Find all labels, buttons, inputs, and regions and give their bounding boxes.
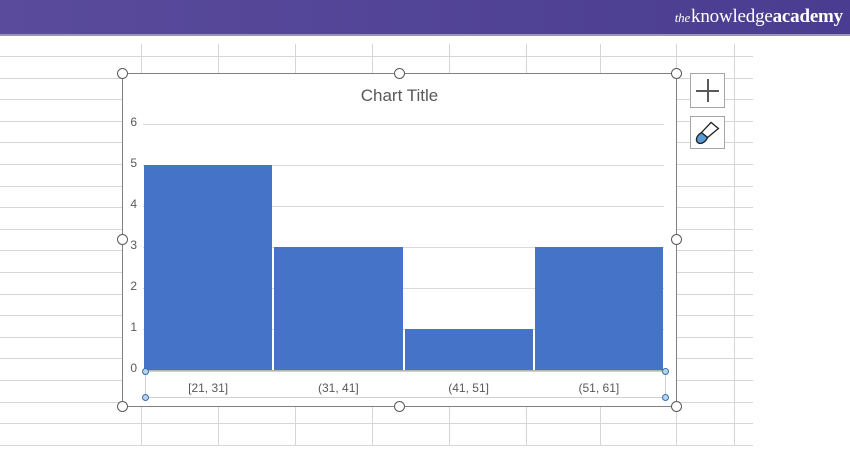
chart-gridline [143,329,664,330]
y-axis-tick-label[interactable]: 2 [130,279,137,293]
sheet-gridline [0,444,753,446]
selection-handle[interactable] [117,68,128,79]
selection-handle[interactable] [117,401,128,412]
x-axis-line[interactable] [143,370,664,371]
knowledge-academy-logo: theknowledgeacademy [675,0,843,34]
y-axis-tick-label[interactable]: 6 [130,115,137,129]
sheet-gridline [0,423,753,425]
y-axis-tick-label[interactable]: 0 [130,361,137,375]
x-axis-category-label[interactable]: (51, 61] [578,381,620,395]
x-axis-selection-box[interactable] [142,368,669,401]
chart-gridline [143,288,664,289]
logo-knowledge: knowledge [691,6,773,27]
logo-the: the [674,10,691,25]
histogram-bar[interactable] [274,247,403,370]
selection-handle[interactable] [671,68,682,79]
chart-gridline [143,247,664,248]
x-axis-category-label[interactable]: (41, 51] [448,381,489,395]
selection-handle[interactable] [671,234,682,245]
chart-title[interactable]: Chart Title [360,86,439,105]
histogram-bar[interactable] [144,165,273,370]
histogram-bar[interactable] [404,329,533,370]
chart-object[interactable]: Chart Title 0 1 2 3 4 5 6 [21, 31] (31, 41] (41, … [117,68,682,412]
logo-academy: academy [772,6,844,27]
axis-selection-handle[interactable] [662,394,669,401]
selection-handle[interactable] [671,401,682,412]
selection-handle[interactable] [393,401,405,412]
chart-styles-button[interactable] [690,116,725,149]
plus-icon [707,79,709,102]
selection-handle[interactable] [393,68,405,79]
y-axis-tick-label[interactable]: 5 [130,156,137,170]
sheet-gridline [0,56,753,57]
chart-gridline [143,165,664,166]
axis-selection-handle[interactable] [142,368,149,375]
paintbrush-icon [695,121,720,145]
y-axis-tick-label[interactable]: 1 [130,320,137,334]
y-axis-tick-label[interactable]: 4 [130,197,137,211]
chart-gridline [143,206,664,207]
x-axis-category-label[interactable]: (31, 41] [318,381,359,395]
brand-header: theknowledgeacademy [0,0,850,36]
sheet-gridline [734,44,735,445]
y-axis-tick-label[interactable]: 3 [130,238,137,252]
chart-gridline [143,124,664,125]
chart-elements-button[interactable] [690,73,725,108]
x-axis-category-label[interactable]: [21, 31] [188,381,229,395]
axis-selection-handle[interactable] [142,394,149,401]
histogram-bar[interactable] [534,247,663,370]
selection-handle[interactable] [117,234,128,245]
axis-selection-handle[interactable] [662,368,669,375]
